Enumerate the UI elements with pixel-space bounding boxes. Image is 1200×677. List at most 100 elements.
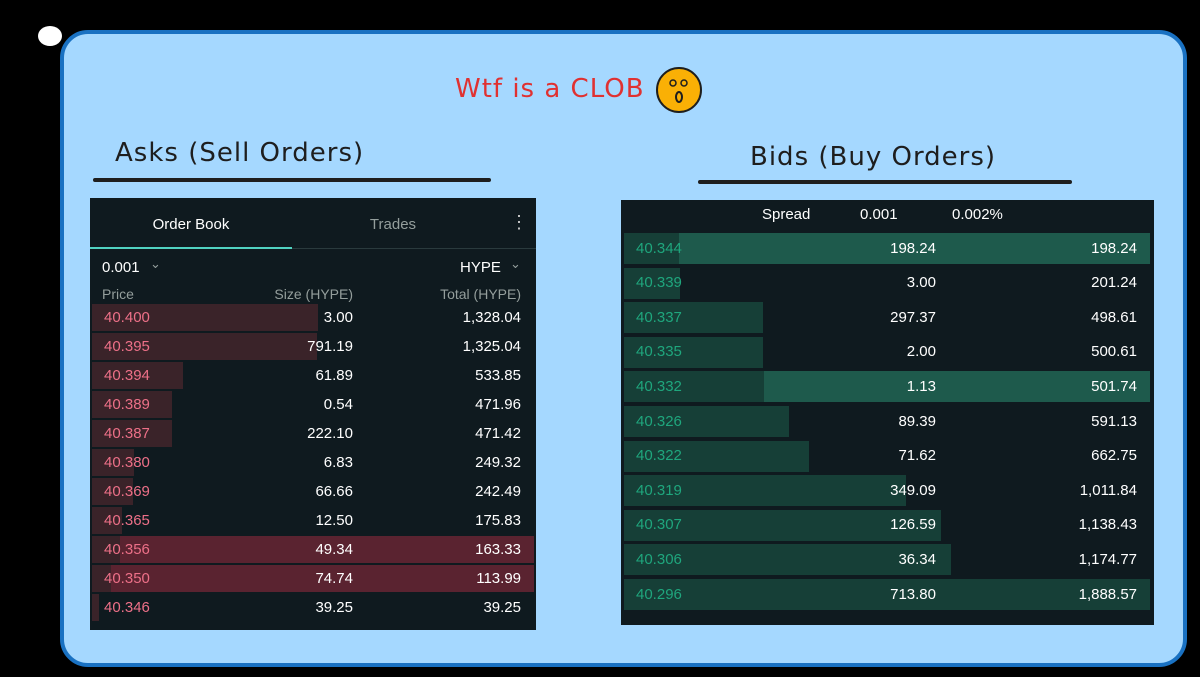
spread-label: Spread (762, 206, 811, 223)
total: 533.85 (475, 366, 521, 384)
depth-bar (624, 579, 1150, 610)
size: 713.80 (890, 585, 936, 603)
depth-bar (92, 449, 135, 476)
depth-bar (92, 507, 122, 534)
column-header: Total (HYPE) (440, 286, 521, 302)
price: 40.387 (104, 424, 150, 442)
size: 0.54 (323, 395, 353, 413)
total: 201.24 (1091, 274, 1137, 292)
size: 71.62 (898, 447, 936, 465)
depth-bar (624, 440, 809, 472)
title: Wtf is a CLOB (455, 74, 645, 104)
total: 1,328.04 (462, 308, 521, 326)
unit[interactable]: HYPE (460, 259, 501, 276)
bids-heading: Bids (Buy Orders) (750, 142, 997, 172)
size: 2.00 (906, 343, 936, 361)
total: 163.33 (475, 540, 521, 558)
size: 791.19 (307, 337, 353, 355)
asks-heading: Asks (Sell Orders) (115, 138, 365, 168)
emoji (656, 67, 702, 113)
depth-bar (624, 336, 764, 368)
tab[interactable]: Trades (369, 216, 417, 233)
price: 40.322 (636, 447, 682, 465)
total: 1,888.57 (1078, 585, 1137, 603)
menu-icon[interactable]: ⋮ (510, 212, 528, 232)
bids-panel: Spread 0.001 0.002% 40.344 198.24 198.24 40… (621, 200, 1154, 625)
total: 498.61 (1091, 308, 1137, 326)
price: 40.332 (636, 377, 682, 395)
price: 40.394 (104, 366, 150, 384)
size: 36.34 (898, 550, 936, 568)
depth-bar (92, 536, 120, 563)
size: 39.25 (315, 598, 353, 616)
price: 40.395 (104, 337, 150, 355)
total: 249.32 (475, 453, 521, 471)
price: 40.389 (104, 395, 150, 413)
size: 198.24 (890, 239, 936, 257)
row-highlight (92, 565, 534, 592)
price: 40.350 (104, 569, 150, 587)
price: 40.296 (636, 585, 682, 603)
depth-bar (624, 302, 763, 334)
price: 40.356 (104, 540, 150, 558)
depth-bar (92, 362, 183, 389)
size: 3.00 (323, 308, 353, 326)
size: 74.74 (315, 569, 353, 587)
depth-bar (624, 475, 906, 507)
column-header: Size (HYPE) (274, 286, 353, 302)
depth-bar (624, 406, 789, 437)
price: 40.335 (636, 343, 682, 361)
total: 1,011.84 (1079, 481, 1137, 499)
total: 501.74 (1091, 377, 1137, 395)
depth-bar (624, 371, 764, 403)
price: 40.307 (636, 516, 682, 534)
tab-divider (90, 248, 536, 249)
total: 591.13 (1091, 412, 1137, 430)
total: 662.75 (1091, 447, 1137, 465)
spread-percent: 0.002% (952, 206, 1003, 223)
depth-bar (92, 594, 99, 621)
depth-bar (92, 420, 173, 447)
price: 40.346 (104, 598, 150, 616)
price: 40.319 (636, 481, 682, 499)
total: 500.61 (1091, 343, 1137, 361)
total: 175.83 (475, 511, 521, 529)
size: 6.83 (323, 453, 353, 471)
price: 40.326 (636, 412, 682, 430)
tab[interactable]: Order Book (152, 216, 230, 233)
depth-bar (92, 565, 112, 592)
depth-bar (624, 233, 680, 264)
total: 39.25 (483, 598, 521, 616)
size: 12.50 (315, 511, 353, 529)
row-highlight (624, 233, 1150, 264)
total: 113.99 (476, 569, 521, 587)
row-highlight (92, 536, 534, 563)
depth-bar (92, 333, 318, 360)
underline (698, 180, 1072, 184)
total: 1,174.77 (1078, 550, 1137, 568)
size: 126.59 (890, 516, 936, 534)
price: 40.380 (104, 453, 150, 471)
size: 1.13 (906, 377, 936, 395)
asks-panel: Order Book Trades ⋮ 0.001 ⌄ HYPE ⌄ Price… (90, 198, 536, 630)
spread-value: 0.001 (860, 206, 898, 223)
depth-bar (624, 267, 681, 299)
underline (93, 178, 491, 182)
depth-bar (624, 509, 942, 541)
size: 66.66 (315, 482, 353, 500)
size: 61.89 (315, 366, 353, 384)
depth-bar (92, 304, 318, 331)
total: 471.96 (475, 395, 521, 413)
chevron: ⌄ (510, 256, 521, 271)
column-header: Price (102, 286, 134, 302)
price: 40.337 (636, 308, 682, 326)
size: 297.37 (890, 308, 936, 326)
size: 49.34 (315, 540, 353, 558)
size: 349.09 (890, 481, 936, 499)
price: 40.306 (636, 550, 682, 568)
price: 40.339 (636, 274, 682, 292)
tick-size[interactable]: 0.001 (102, 259, 140, 276)
depth-bar (624, 544, 952, 576)
total: 242.49 (475, 482, 521, 500)
